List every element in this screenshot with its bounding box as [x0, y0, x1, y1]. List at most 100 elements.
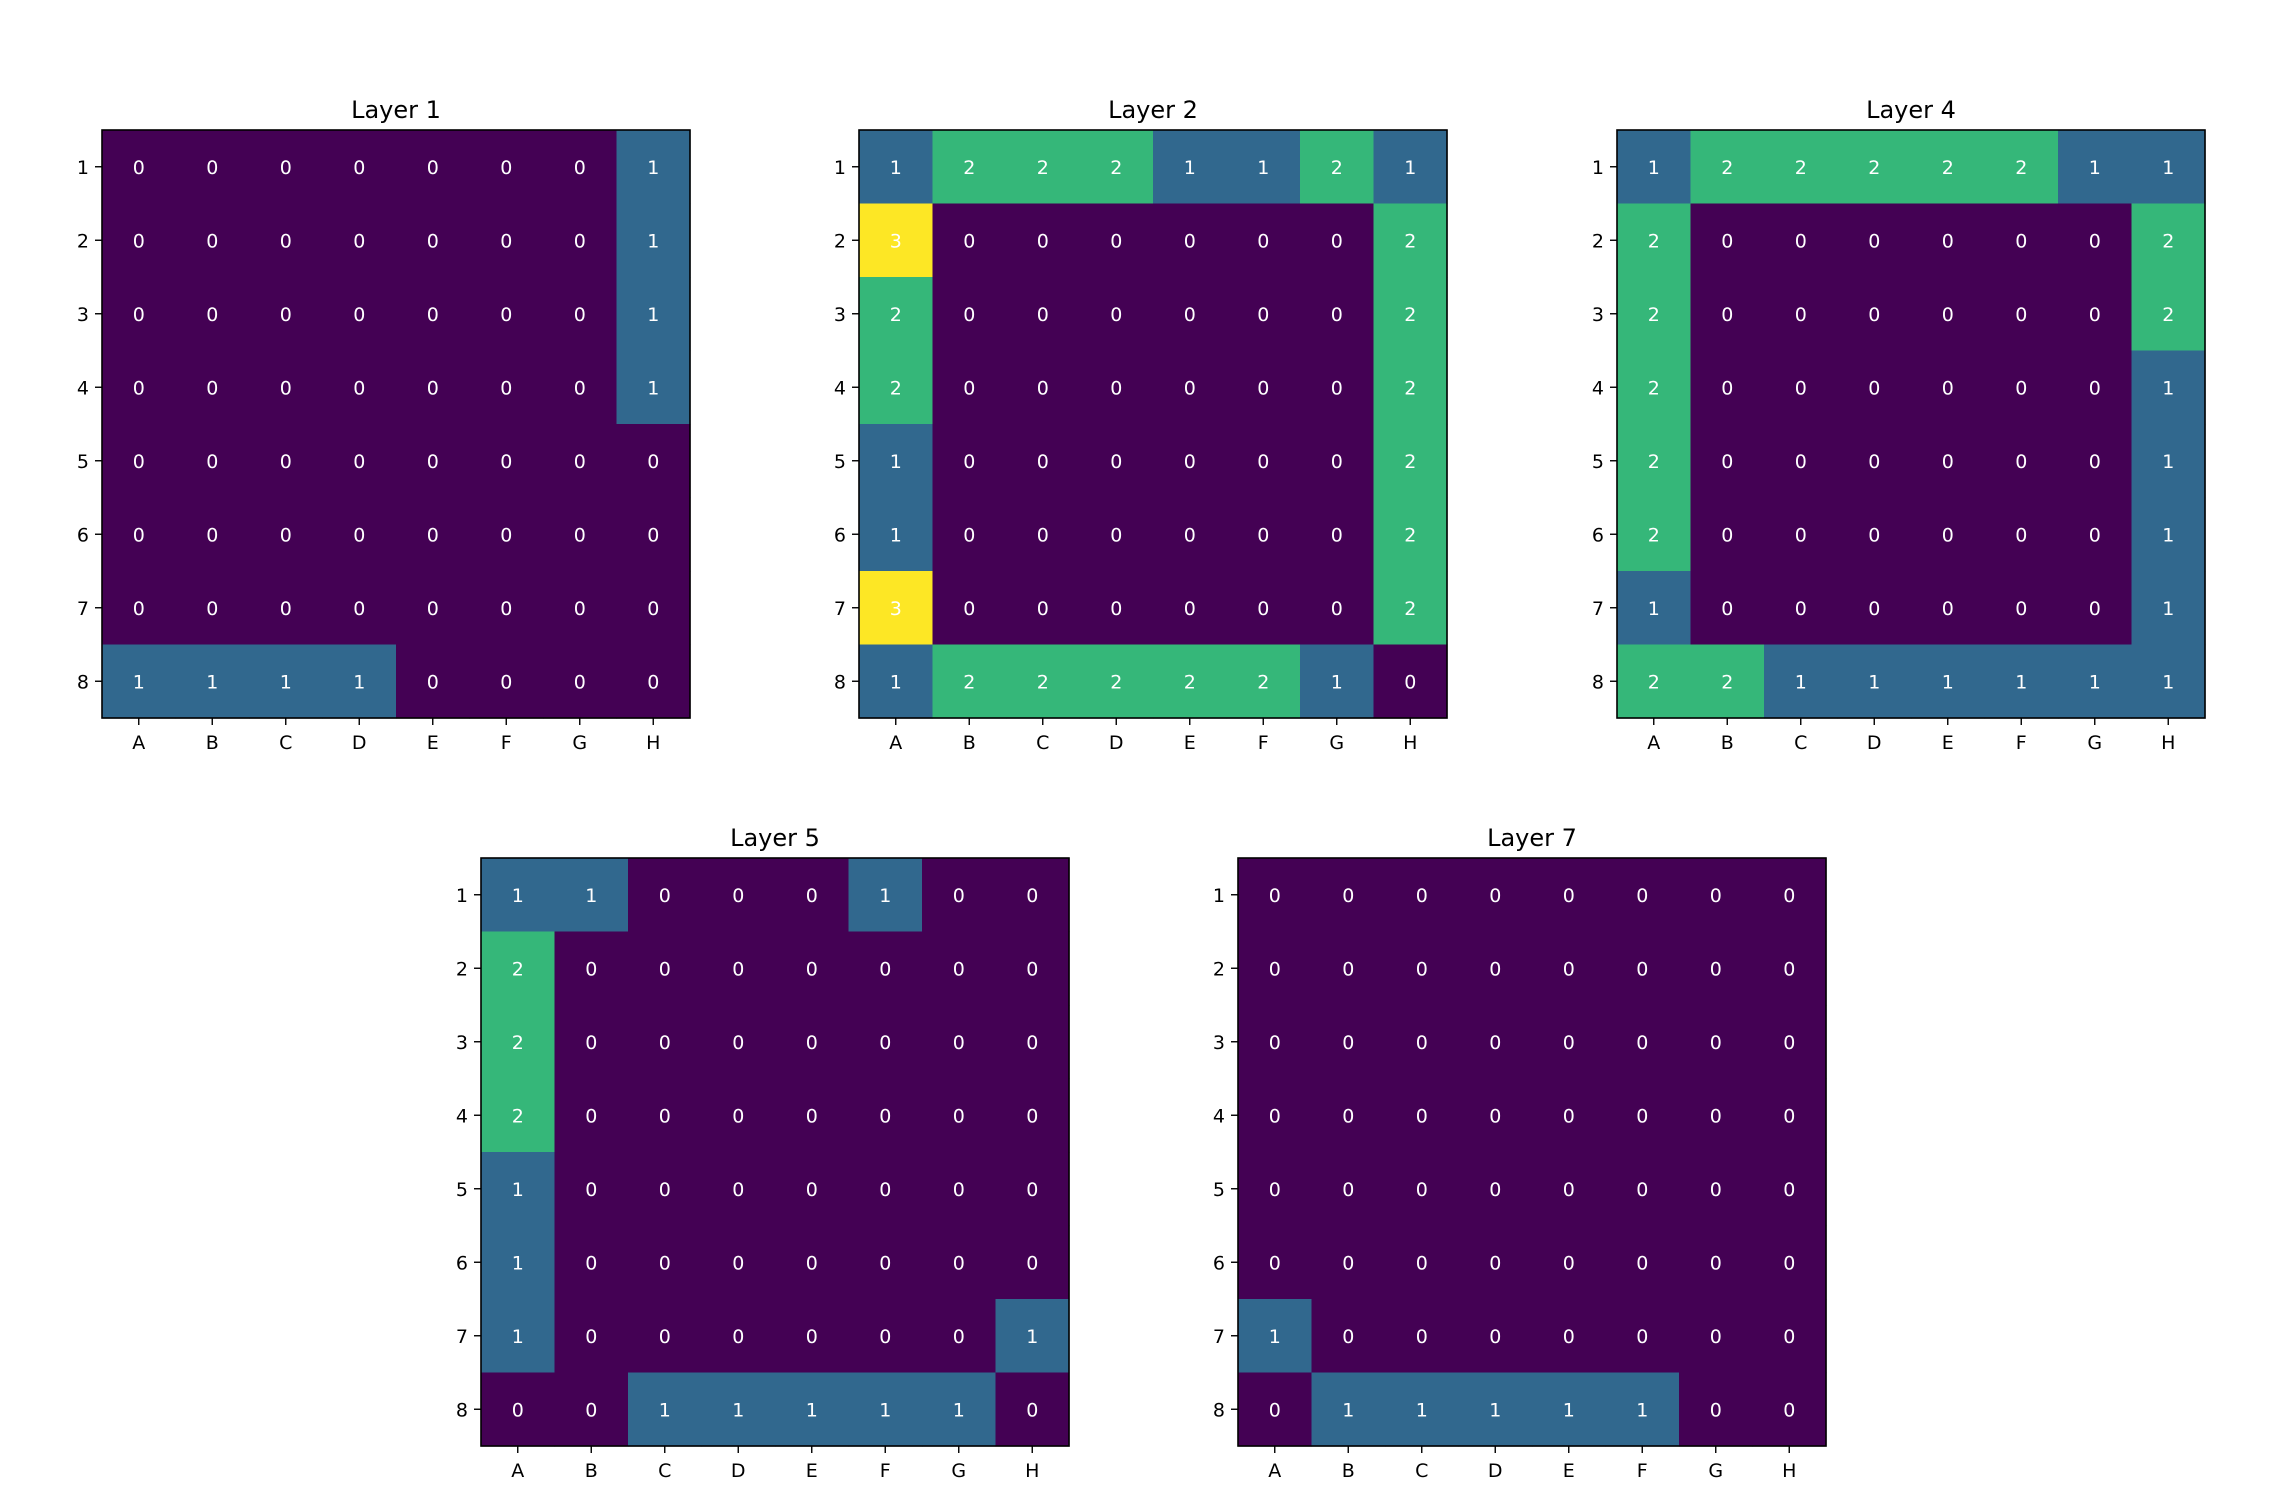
cell-value-label: 0	[806, 885, 818, 907]
cell-value-label: 2	[512, 1032, 524, 1054]
heatmap-cell	[2058, 203, 2133, 278]
x-tick-label: D	[1488, 1460, 1503, 1482]
cell-value-label: 0	[500, 230, 512, 252]
cell-value-label: 0	[1563, 958, 1575, 980]
cell-value-label: 0	[574, 304, 586, 326]
cell-value-label: 0	[1868, 598, 1880, 620]
cell-value-label: 2	[1404, 230, 1416, 252]
cell-value-label: 0	[500, 598, 512, 620]
axes-frame	[1616, 129, 2206, 719]
y-tick-label: 7	[834, 598, 846, 620]
cell-value-label: 0	[1636, 1105, 1648, 1127]
heatmap-cell	[1617, 350, 1692, 425]
heatmap-cell	[848, 1152, 923, 1227]
heatmap-cell	[616, 644, 691, 719]
heatmap-cell	[859, 644, 934, 719]
cell-value-label: 0	[427, 304, 439, 326]
heatmap-cell	[1373, 277, 1448, 352]
cell-value-label: 0	[2089, 598, 2101, 620]
heatmap-cell	[628, 1299, 703, 1374]
x-tick-label: H	[2161, 732, 2175, 754]
cell-value-label: 1	[1942, 671, 1954, 693]
cell-value-label: 2	[512, 1105, 524, 1127]
cell-value-label: 0	[1563, 1105, 1575, 1127]
cell-value-label: 0	[280, 304, 292, 326]
heatmap-cell	[628, 1225, 703, 1300]
heatmap-cell	[481, 1078, 556, 1153]
cell-value-label: 0	[879, 1326, 891, 1348]
axes-frame	[858, 129, 1448, 719]
cell-value-label: 1	[890, 157, 902, 179]
cell-value-label: 0	[1257, 451, 1269, 473]
heatmap-cell	[932, 644, 1007, 719]
cell-value-label: 0	[659, 1105, 671, 1127]
heatmap-cell	[1605, 1372, 1680, 1447]
heatmap-cell	[859, 130, 934, 205]
cell-value-label: 0	[1184, 377, 1196, 399]
cell-value-label: 0	[732, 1032, 744, 1054]
heatmap-cell	[1679, 1225, 1754, 1300]
heatmap-cell	[1764, 644, 1839, 719]
cell-value-label: 2	[1648, 304, 1660, 326]
cell-value-label: 0	[133, 304, 145, 326]
y-tick-label: 1	[834, 157, 846, 179]
cell-value-label: 0	[353, 304, 365, 326]
x-tick-label: G	[1329, 732, 1344, 754]
cell-value-label: 1	[1489, 1399, 1501, 1421]
cell-value-label: 0	[1269, 1179, 1281, 1201]
y-tick-label: 3	[456, 1032, 468, 1054]
cell-value-label: 0	[1404, 671, 1416, 693]
cell-value-label: 0	[1868, 524, 1880, 546]
cell-value-label: 2	[1648, 671, 1660, 693]
heatmap-cell	[775, 931, 850, 1006]
heatmap-cell	[1385, 931, 1460, 1006]
chart-title: Layer 4	[1866, 96, 1956, 124]
heatmap-cell	[1911, 644, 1986, 719]
heatmap-cell	[554, 858, 629, 933]
cell-value-label: 2	[1110, 157, 1122, 179]
heatmap-cell	[1079, 644, 1154, 719]
heatmap-cell	[1373, 203, 1448, 278]
cell-value-label: 0	[427, 598, 439, 620]
cell-value-label: 0	[1710, 1032, 1722, 1054]
cell-value-label: 0	[1795, 451, 1807, 473]
heatmap-cell	[922, 1225, 997, 1300]
cell-value-label: 0	[353, 377, 365, 399]
heatmap-cell	[249, 644, 324, 719]
heatmap-cell	[1079, 497, 1154, 572]
cell-value-label: 0	[1184, 230, 1196, 252]
cell-value-label: 0	[1416, 1179, 1428, 1201]
heatmap-cell	[1006, 571, 1081, 646]
heatmap-cell	[922, 1078, 997, 1153]
cell-value-label: 0	[1489, 1326, 1501, 1348]
cell-value-label: 0	[1331, 230, 1343, 252]
cell-value-label: 1	[512, 1179, 524, 1201]
heatmap-cell	[1532, 931, 1607, 1006]
heatmap-cell	[922, 1005, 997, 1080]
cell-value-label: 0	[1026, 1032, 1038, 1054]
heatmap-cell	[848, 1225, 923, 1300]
heatmap-cell	[848, 1005, 923, 1080]
heatmap-cell	[1837, 203, 1912, 278]
heatmap-cell	[1752, 1225, 1827, 1300]
cell-value-label: 0	[585, 1399, 597, 1421]
heatmap-cell	[1006, 644, 1081, 719]
heatmap-cell	[469, 571, 544, 646]
heatmap-cell	[1532, 1372, 1607, 1447]
heatmap-cell	[1764, 130, 1839, 205]
y-tick-label: 7	[456, 1326, 468, 1348]
cell-value-label: 0	[1331, 451, 1343, 473]
heatmap-cell	[175, 203, 250, 278]
cell-value-label: 0	[1037, 598, 1049, 620]
cell-value-label: 0	[2089, 304, 2101, 326]
heatmap-cell	[932, 497, 1007, 572]
cell-value-label: 0	[1868, 451, 1880, 473]
cell-value-label: 1	[280, 671, 292, 693]
heatmap-cell	[1373, 424, 1448, 499]
heatmap-cell	[175, 277, 250, 352]
heatmap-cell	[1617, 277, 1692, 352]
heatmap-cell	[481, 1005, 556, 1080]
cell-value-label: 0	[500, 304, 512, 326]
cell-value-label: 0	[1636, 958, 1648, 980]
cell-value-label: 2	[2162, 304, 2174, 326]
